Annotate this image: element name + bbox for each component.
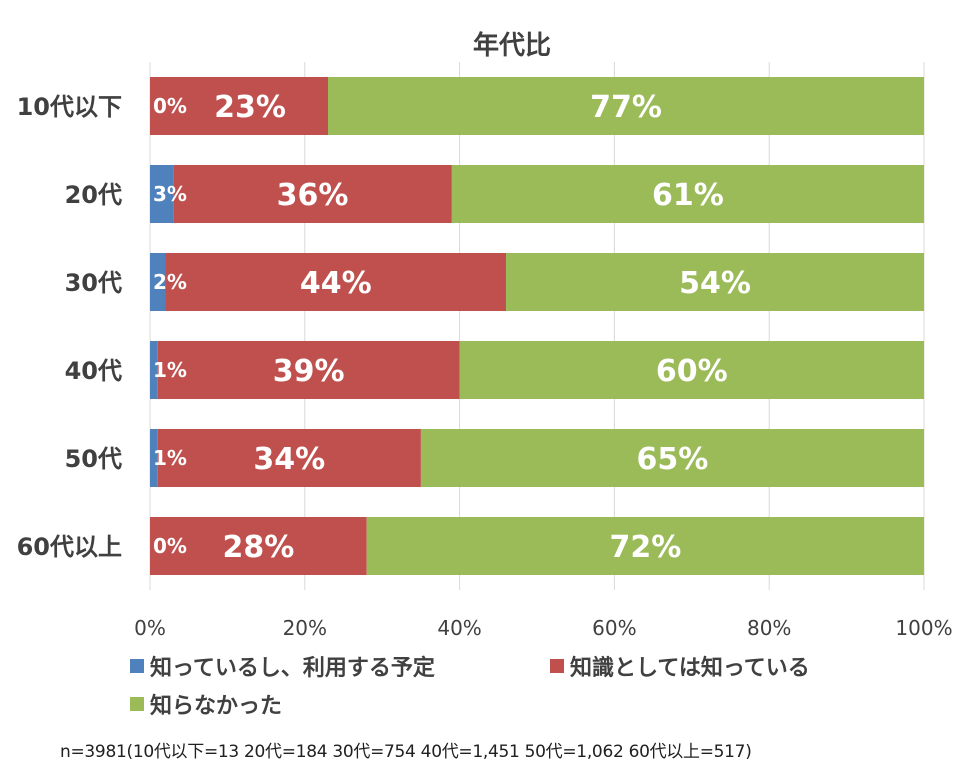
data-label: 77%: [590, 90, 662, 125]
data-label: 34%: [253, 442, 325, 477]
gridlines: [149, 62, 925, 590]
x-tick-label: 80%: [747, 616, 791, 640]
data-label: 54%: [679, 266, 751, 301]
bar-segment: [157, 429, 421, 487]
category-label: 50代: [65, 445, 122, 473]
bar-segment: [150, 517, 367, 575]
chart-title: 年代比: [473, 30, 551, 61]
x-tick-label: 100%: [895, 616, 952, 640]
legend-label: 知っているし、利用する予定: [150, 656, 435, 681]
bar-segment: [459, 341, 924, 399]
bar-segment: [366, 517, 925, 575]
legend-swatch: [130, 697, 144, 711]
data-label: 2%: [153, 270, 187, 294]
bar-segment: [173, 165, 452, 223]
category-label: 10代以下: [17, 93, 122, 121]
data-label: 0%: [153, 94, 187, 118]
data-label: 23%: [214, 90, 286, 125]
stacked-bar-chart: 0% 23% 77% 3% 36% 61% 2% 44% 54% 1% 39% 60% 1% 34% 65%…: [17, 30, 953, 640]
sample-size-note: n=3981(10代以下=13 20代=184 30代=754 40代=1,45…: [60, 742, 752, 762]
bars: [150, 77, 925, 575]
x-tick-label: 20%: [283, 616, 327, 640]
legend-swatch: [130, 659, 144, 673]
category-label: 60代以上: [17, 533, 122, 561]
data-label: 61%: [652, 178, 724, 213]
bar-segment: [150, 341, 158, 399]
bar-segment: [157, 341, 460, 399]
data-label: 39%: [273, 354, 345, 389]
bar-segment: [150, 429, 158, 487]
data-labels: 0% 23% 77% 3% 36% 61% 2% 44% 54% 1% 39% 60% 1% 34% 65%…: [153, 90, 751, 565]
x-tick-labels: 0% 20% 40% 60% 80% 100%: [134, 616, 952, 640]
legend-item-know-as-knowledge: 知識としては知っている: [550, 650, 810, 682]
data-label: 36%: [277, 178, 349, 213]
data-label: 28%: [222, 530, 294, 565]
bar-segment: [451, 165, 924, 223]
category-labels: 10代以下 20代 30代 40代 50代 60代以上: [17, 93, 122, 561]
bar-segment: [420, 429, 924, 487]
bar-segment: [150, 165, 174, 223]
category-label: 40代: [65, 357, 122, 385]
x-tick-label: 60%: [592, 616, 636, 640]
x-tick-label: 40%: [437, 616, 481, 640]
data-label: 72%: [609, 530, 681, 565]
legend-label: 知識としては知っている: [570, 656, 810, 681]
data-label: 44%: [300, 266, 372, 301]
legend-label: 知らなかった: [150, 694, 283, 719]
data-label: 0%: [153, 534, 187, 558]
x-tick-label: 0%: [134, 616, 166, 640]
data-label: 3%: [153, 182, 187, 206]
data-label: 60%: [656, 354, 728, 389]
legend-item-plan-to-use: 知っているし、利用する予定: [130, 650, 435, 682]
data-label: 1%: [153, 358, 187, 382]
bar-segment: [328, 77, 924, 135]
legend-item-did-not-know: 知らなかった: [130, 688, 282, 720]
bar-segment: [165, 253, 507, 311]
legend-swatch: [550, 659, 564, 673]
data-label: 65%: [637, 442, 709, 477]
bar-segment: [150, 253, 166, 311]
data-label: 1%: [153, 446, 187, 470]
bar-segment: [506, 253, 924, 311]
bar-segment: [150, 77, 329, 135]
category-label: 20代: [65, 181, 122, 209]
category-label: 30代: [65, 269, 122, 297]
